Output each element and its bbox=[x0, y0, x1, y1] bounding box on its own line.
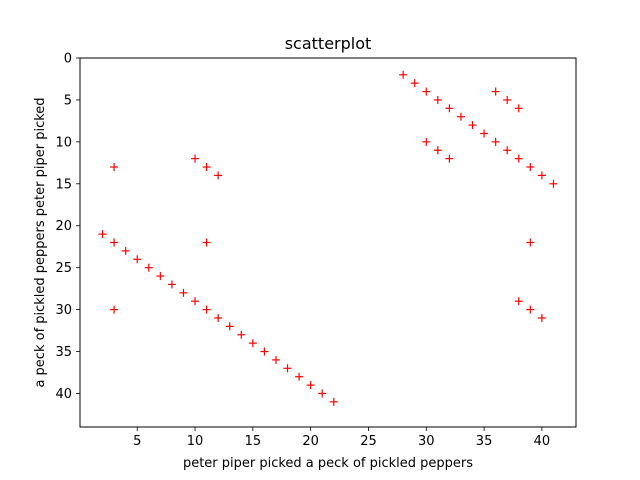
x-axis-label: peter piper picked a peck of pickled pep… bbox=[183, 456, 473, 471]
y-tick-label: 40 bbox=[55, 387, 72, 402]
x-tick-label: 15 bbox=[245, 434, 262, 449]
data-point bbox=[110, 163, 119, 172]
data-point bbox=[422, 87, 431, 96]
data-point bbox=[202, 305, 211, 314]
data-point bbox=[514, 104, 523, 113]
data-point bbox=[514, 154, 523, 163]
data-point bbox=[110, 305, 119, 314]
data-point bbox=[433, 95, 442, 104]
data-point bbox=[526, 163, 535, 172]
y-tick-label: 30 bbox=[55, 303, 72, 318]
data-point bbox=[225, 322, 234, 331]
data-point bbox=[445, 154, 454, 163]
data-point bbox=[179, 288, 188, 297]
data-point bbox=[156, 272, 165, 281]
data-point bbox=[491, 137, 500, 146]
data-point bbox=[167, 280, 176, 289]
data-point bbox=[133, 255, 142, 264]
plot-frame bbox=[79, 57, 577, 428]
data-point bbox=[271, 355, 280, 364]
data-point bbox=[514, 297, 523, 306]
x-tick-label: 25 bbox=[360, 434, 377, 449]
chart-title: scatterplot bbox=[285, 34, 372, 53]
data-point bbox=[214, 171, 223, 180]
data-point bbox=[503, 95, 512, 104]
data-point bbox=[549, 179, 558, 188]
data-point bbox=[468, 121, 477, 130]
x-tick-label: 5 bbox=[133, 434, 141, 449]
data-point bbox=[237, 330, 246, 339]
data-point bbox=[202, 238, 211, 247]
data-point bbox=[526, 305, 535, 314]
data-point bbox=[526, 238, 535, 247]
y-axis-label: a peck of pickled peppers peter piper pi… bbox=[33, 97, 48, 387]
x-tick-label: 35 bbox=[476, 434, 493, 449]
data-point bbox=[214, 313, 223, 322]
data-point bbox=[283, 364, 292, 373]
data-point bbox=[399, 70, 408, 79]
data-point bbox=[410, 79, 419, 88]
data-point bbox=[191, 297, 200, 306]
data-point bbox=[491, 87, 500, 96]
data-point bbox=[503, 146, 512, 155]
x-axis-ticks: 5 10 15 20 25 30 35 40 bbox=[133, 427, 550, 449]
data-point bbox=[318, 389, 327, 398]
y-tick-label: 25 bbox=[55, 261, 72, 276]
y-axis-ticks: 0 5 10 15 20 25 30 35 40 bbox=[55, 52, 80, 402]
x-tick-label: 20 bbox=[302, 434, 319, 449]
y-tick-label: 5 bbox=[64, 93, 72, 108]
data-point bbox=[433, 146, 442, 155]
data-point bbox=[98, 230, 107, 239]
data-point bbox=[248, 339, 257, 348]
y-tick-label: 0 bbox=[64, 52, 72, 67]
data-point bbox=[422, 137, 431, 146]
data-points bbox=[98, 70, 558, 406]
data-point bbox=[260, 347, 269, 356]
data-point bbox=[202, 163, 211, 172]
data-point bbox=[144, 263, 153, 272]
data-point bbox=[537, 171, 546, 180]
y-tick-label: 15 bbox=[55, 177, 72, 192]
data-point bbox=[456, 112, 465, 121]
data-point bbox=[110, 238, 119, 247]
y-tick-label: 10 bbox=[55, 135, 72, 150]
data-point bbox=[306, 381, 315, 390]
y-tick-label: 35 bbox=[55, 345, 72, 360]
data-point bbox=[445, 104, 454, 113]
data-point bbox=[537, 313, 546, 322]
data-point bbox=[191, 154, 200, 163]
x-tick-label: 10 bbox=[187, 434, 204, 449]
data-point bbox=[295, 372, 304, 381]
x-tick-label: 40 bbox=[534, 434, 551, 449]
y-tick-label: 20 bbox=[55, 219, 72, 234]
x-tick-label: 30 bbox=[418, 434, 435, 449]
data-point bbox=[121, 246, 130, 255]
data-point bbox=[329, 397, 338, 406]
data-point bbox=[480, 129, 489, 138]
